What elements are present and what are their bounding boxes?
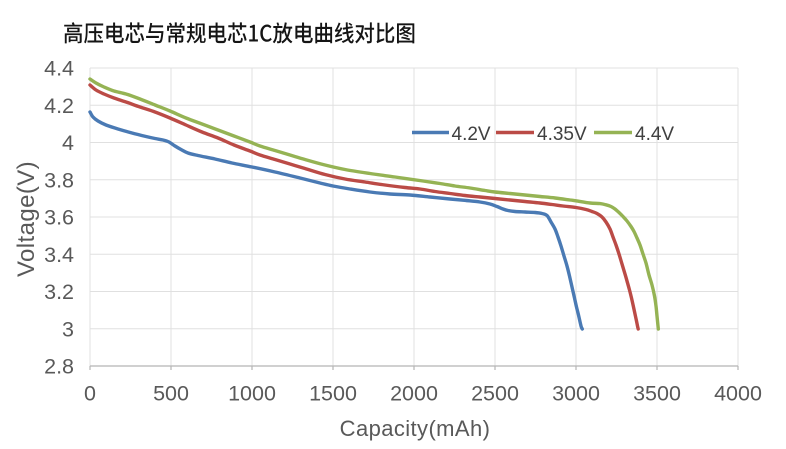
svg-text:4.2: 4.2 (44, 94, 74, 118)
svg-text:2500: 2500 (471, 382, 519, 406)
svg-text:3: 3 (62, 317, 74, 341)
svg-text:2.8: 2.8 (44, 355, 74, 379)
svg-text:4.2V: 4.2V (452, 124, 491, 145)
svg-text:Capacity(mAh): Capacity(mAh) (340, 416, 491, 441)
svg-text:2000: 2000 (390, 382, 438, 406)
svg-text:3.8: 3.8 (44, 168, 74, 192)
svg-text:4.4: 4.4 (44, 57, 74, 81)
svg-text:3.2: 3.2 (44, 280, 74, 304)
svg-text:Voltage(V): Voltage(V) (13, 161, 40, 277)
svg-text:4.35V: 4.35V (537, 124, 587, 145)
svg-text:3000: 3000 (552, 382, 600, 406)
svg-text:3500: 3500 (633, 382, 681, 406)
svg-text:1000: 1000 (228, 382, 276, 406)
svg-text:4: 4 (62, 131, 74, 155)
svg-text:3.4: 3.4 (44, 243, 74, 267)
svg-text:0: 0 (84, 382, 96, 406)
svg-text:500: 500 (153, 382, 189, 406)
svg-text:4000: 4000 (714, 382, 762, 406)
svg-text:1500: 1500 (309, 382, 357, 406)
svg-text:4.4V: 4.4V (635, 124, 674, 145)
svg-text:3.6: 3.6 (44, 206, 74, 230)
